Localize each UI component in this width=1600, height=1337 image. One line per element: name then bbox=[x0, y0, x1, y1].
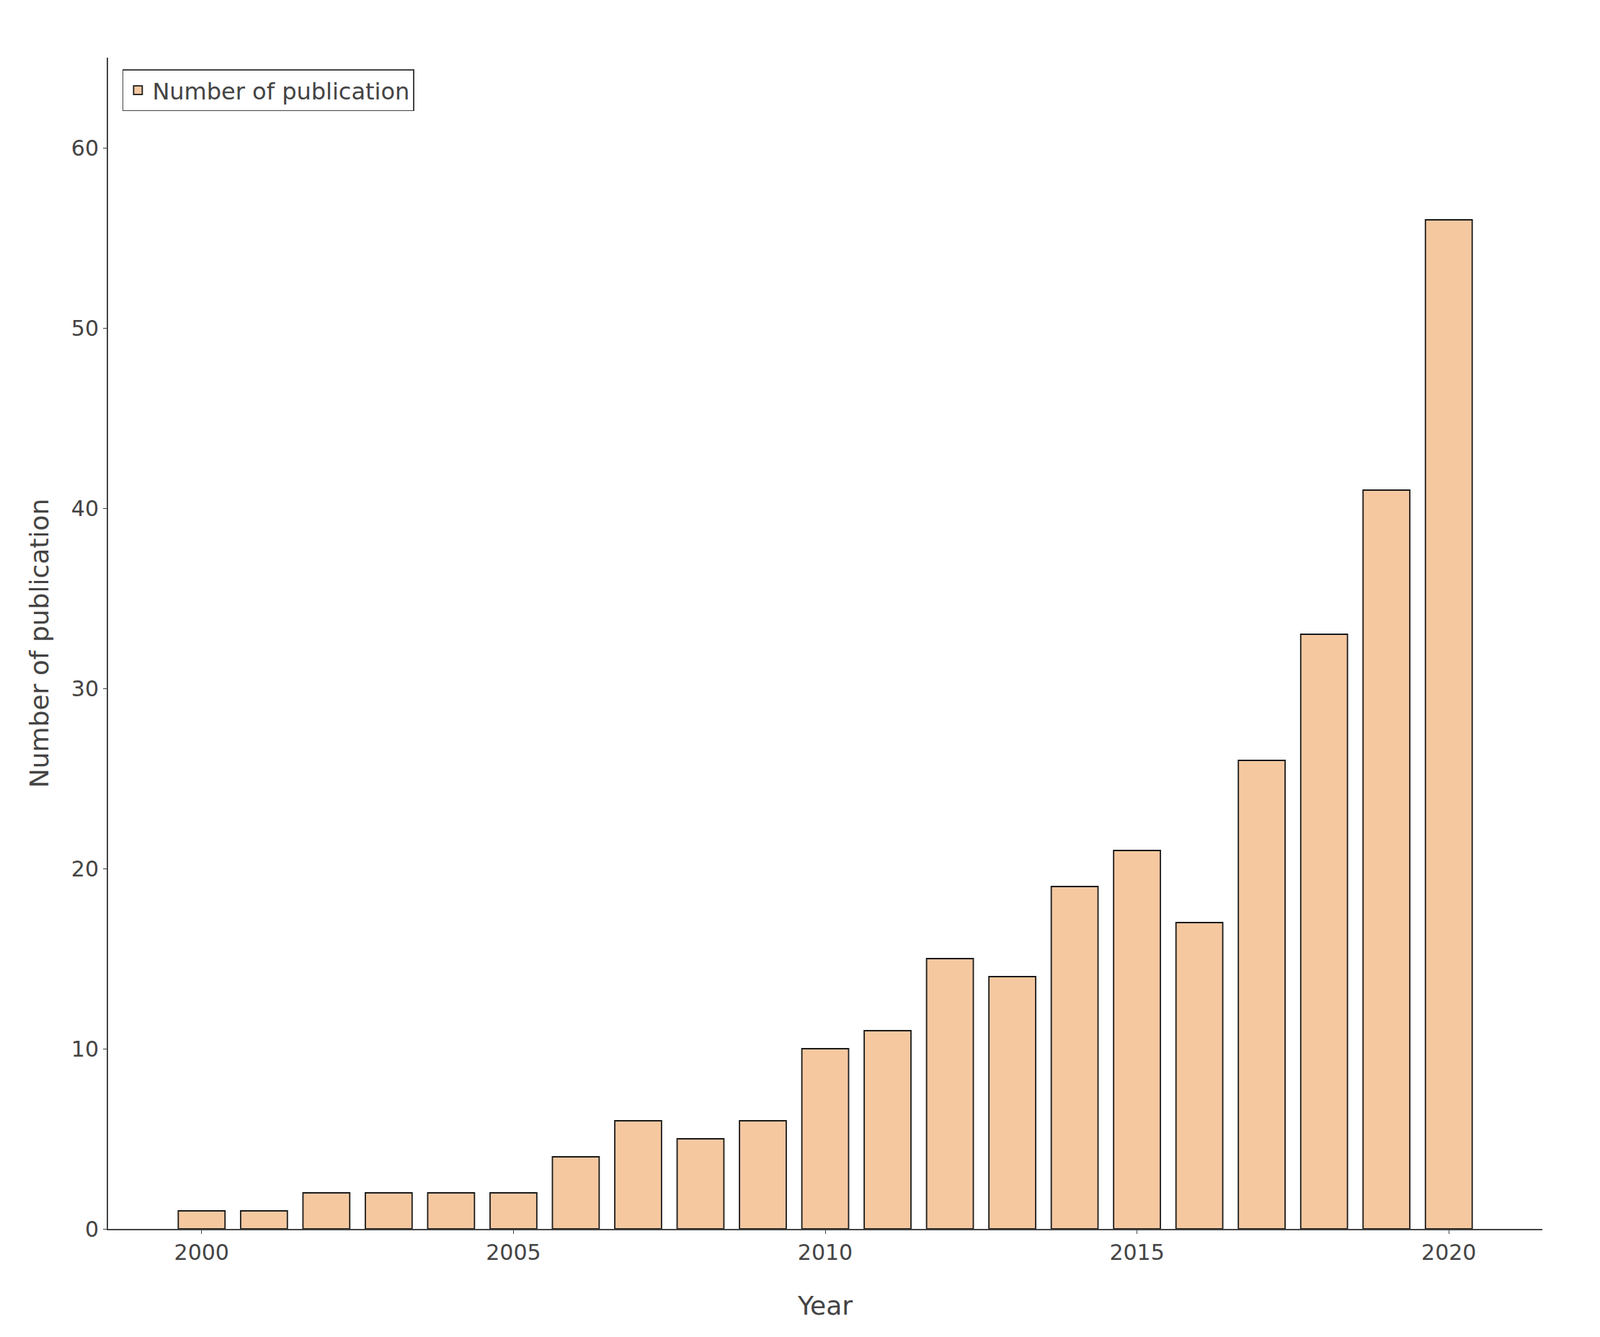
svg-text:Number of publication: Number of publication bbox=[24, 498, 55, 789]
svg-text:60: 60 bbox=[71, 135, 99, 161]
svg-text:Year: Year bbox=[797, 1290, 853, 1321]
svg-text:0: 0 bbox=[85, 1216, 99, 1242]
svg-text:20: 20 bbox=[71, 856, 99, 882]
svg-text:Number of publication: Number of publication bbox=[152, 77, 410, 106]
svg-text:2005: 2005 bbox=[485, 1239, 541, 1265]
svg-text:2020: 2020 bbox=[1421, 1239, 1477, 1265]
svg-text:40: 40 bbox=[71, 495, 99, 522]
svg-text:2000: 2000 bbox=[174, 1239, 230, 1265]
svg-text:2010: 2010 bbox=[797, 1239, 853, 1265]
svg-text:50: 50 bbox=[71, 315, 99, 341]
svg-text:10: 10 bbox=[71, 1036, 99, 1062]
svg-text:2015: 2015 bbox=[1109, 1239, 1164, 1265]
svg-text:30: 30 bbox=[71, 676, 99, 702]
